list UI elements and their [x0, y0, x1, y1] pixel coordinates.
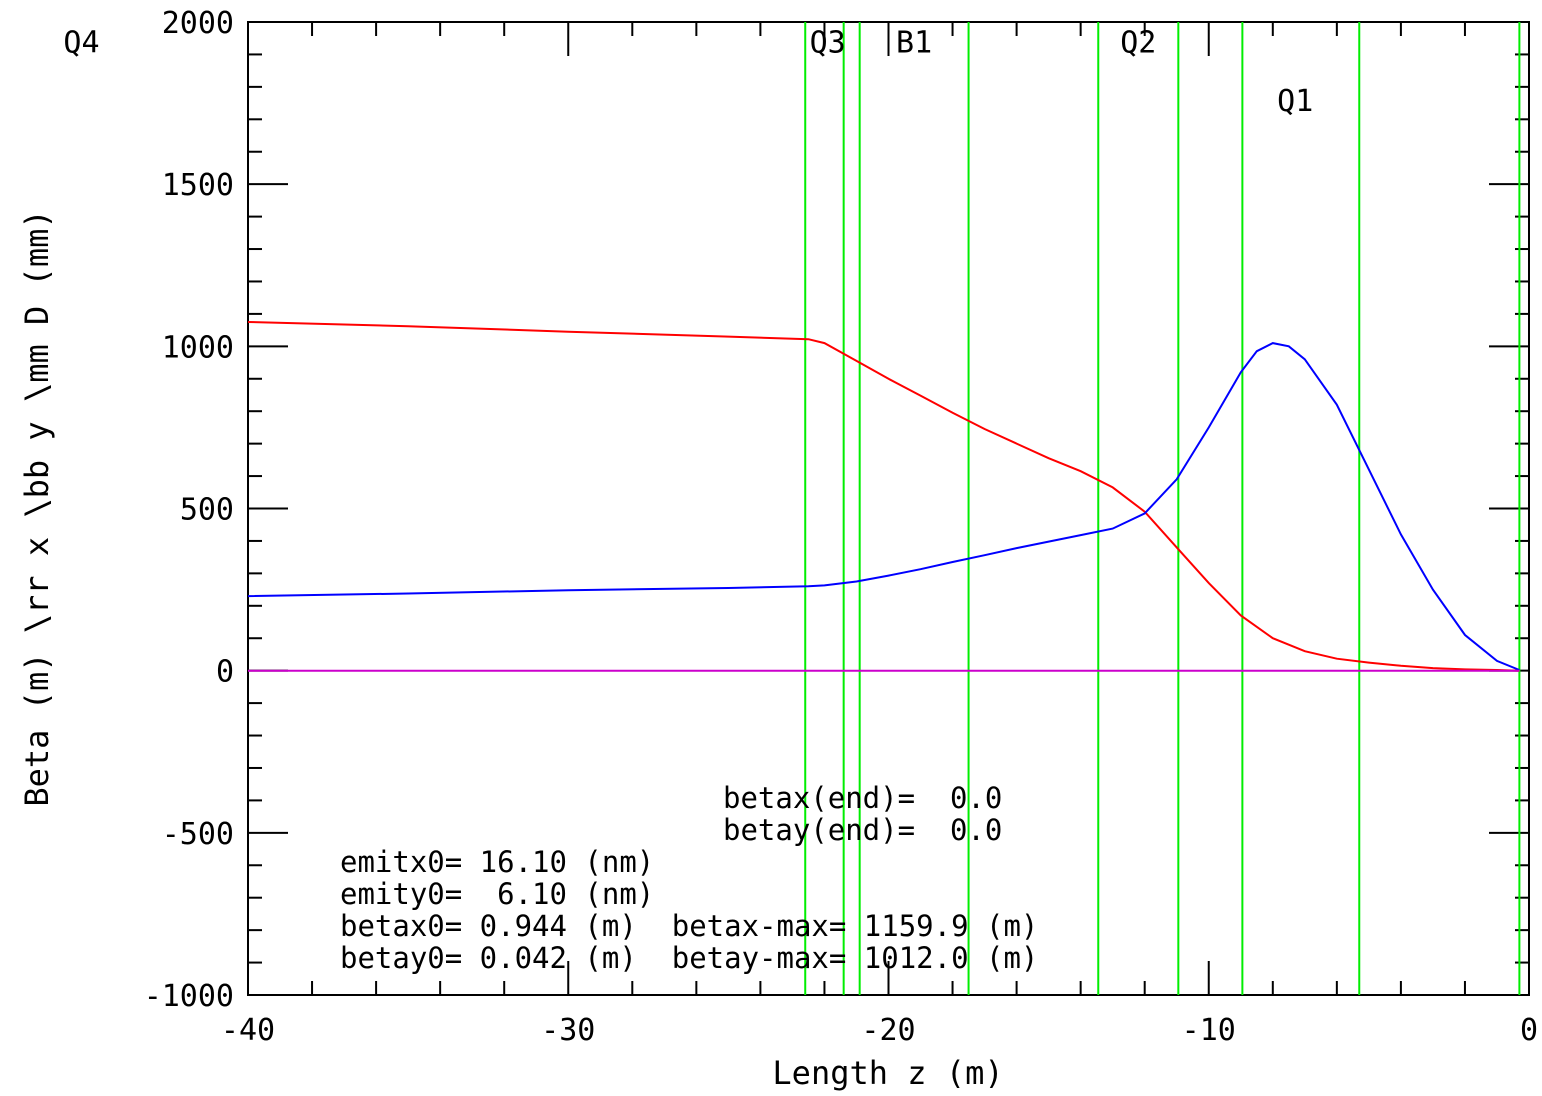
element-lines — [804, 22, 1521, 995]
beta_y-curve — [247, 342, 1520, 671]
y-tick-label: 1000 — [162, 330, 234, 365]
element-label: B1 — [896, 25, 932, 60]
x-axis-title: Length z (m) — [772, 1054, 1003, 1092]
x-tick-label: -40 — [221, 1013, 275, 1048]
element-label: Q1 — [1277, 84, 1313, 119]
y-tick-label: -1000 — [144, 979, 234, 1014]
minor-ticks — [247, 21, 1530, 996]
info-betay0: betay0= 0.042 (m) betay-max= 1012.0 (m) — [340, 941, 1038, 975]
x-tick-label: -10 — [1182, 1013, 1236, 1048]
info-betay-end: betay(end)= 0.0 — [723, 813, 1002, 847]
x-tick-label: 0 — [1520, 1013, 1538, 1048]
x-tick-labels: -40 -30 -20 -10 0 — [221, 1013, 1538, 1048]
info-betax-end: betax(end)= 0.0 — [723, 781, 1002, 815]
y-tick-label: -500 — [162, 817, 234, 852]
element-labels: Q4 Q3 B1 Q2 Q1 — [63, 25, 1313, 118]
info-emitx0: emitx0= 16.10 (nm) — [340, 845, 654, 879]
element-label: Q2 — [1120, 25, 1156, 60]
series-layer — [247, 321, 1520, 672]
y-axis-title: Beta (m) \rr x \bb y \mm D (mm) — [18, 209, 56, 806]
y-tick-label: 2000 — [162, 6, 234, 41]
beta_x-curve — [247, 321, 1520, 672]
x-tick-label: -20 — [861, 1013, 915, 1048]
info-emity0: emity0= 6.10 (nm) — [340, 877, 654, 911]
element-label: Q4 — [63, 25, 99, 60]
y-tick-label: 0 — [216, 655, 234, 690]
element-label: Q3 — [810, 25, 846, 60]
info-betax0: betax0= 0.944 (m) betax-max= 1159.9 (m) — [340, 909, 1038, 943]
y-tick-label: 1500 — [162, 168, 234, 203]
x-tick-label: -30 — [541, 1013, 595, 1048]
y-tick-label: 500 — [180, 493, 234, 528]
y-tick-labels: -1000 -500 0 500 1000 1500 2000 — [144, 6, 234, 1014]
